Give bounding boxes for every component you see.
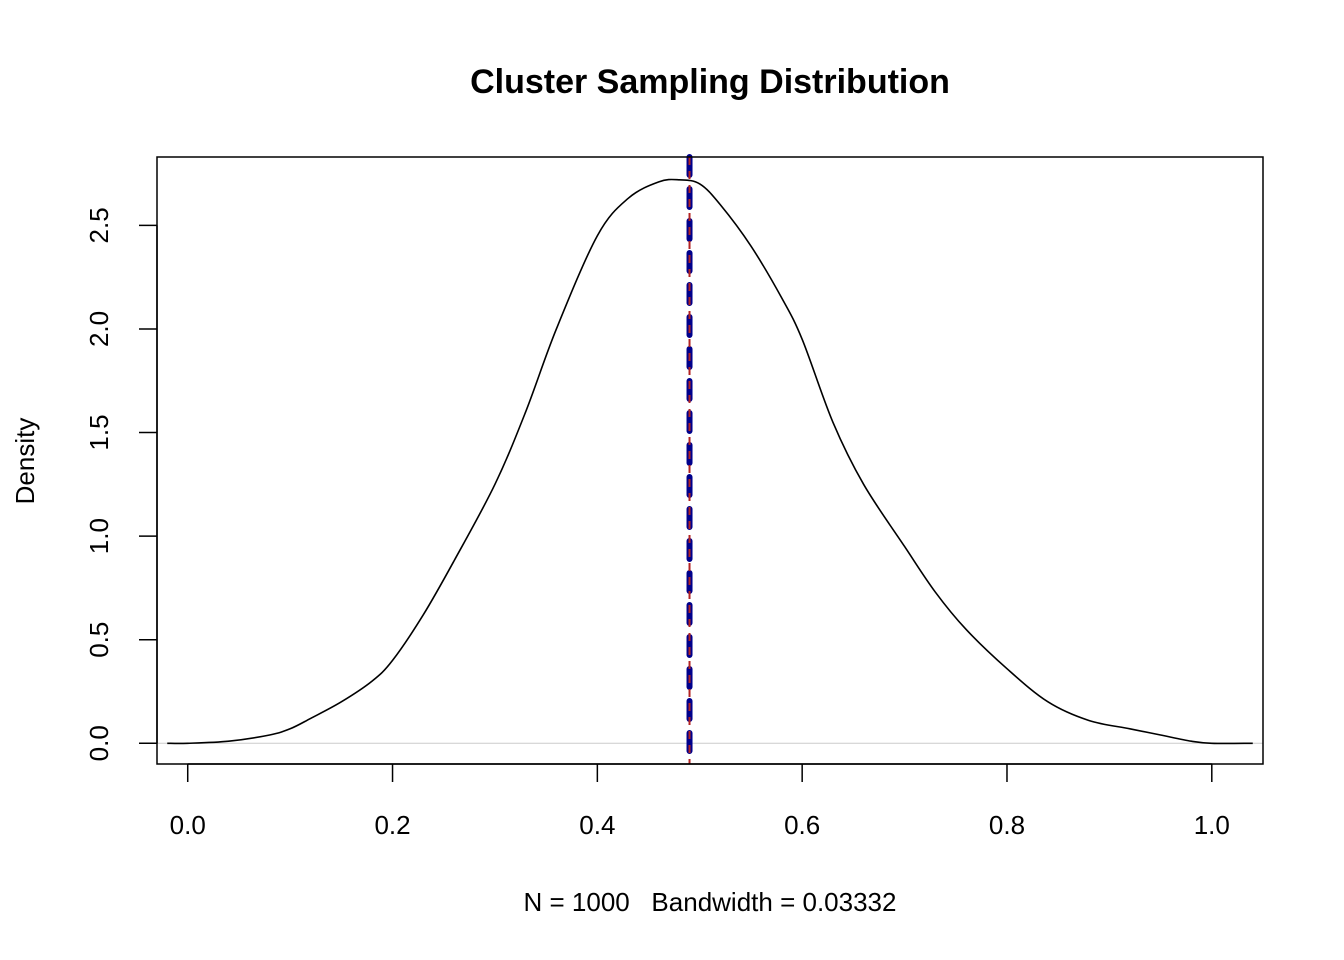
x-tick-label: 0.8 [989, 810, 1025, 840]
plot-border [156, 156, 1264, 765]
y-tick-label: 2.5 [84, 207, 114, 243]
plot-area [157, 154, 1263, 767]
y-tick-label: 2.0 [84, 311, 114, 347]
x-tick-label: 0.6 [784, 810, 820, 840]
chart-title: Cluster Sampling Distribution [470, 63, 950, 101]
y-axis: 0.0 0.5 1.0 1.5 2.0 2.5 [84, 207, 158, 761]
x-tick-label: 1.0 [1194, 810, 1230, 840]
y-tick-label: 0.5 [84, 622, 114, 658]
y-tick-label: 0.0 [84, 725, 114, 761]
x-tick-label: 0.4 [579, 810, 615, 840]
y-tick-label: 1.5 [84, 414, 114, 450]
x-tick-label: 0.2 [374, 810, 410, 840]
y-axis-label: Density [10, 418, 40, 505]
y-tick-label: 1.0 [84, 518, 114, 554]
x-axis: 0.0 0.2 0.4 0.6 0.8 1.0 [170, 763, 1230, 840]
x-axis-label: N = 1000 Bandwidth = 0.03332 [524, 887, 897, 917]
density-curve [167, 178, 1253, 745]
x-tick-label: 0.0 [170, 810, 206, 840]
